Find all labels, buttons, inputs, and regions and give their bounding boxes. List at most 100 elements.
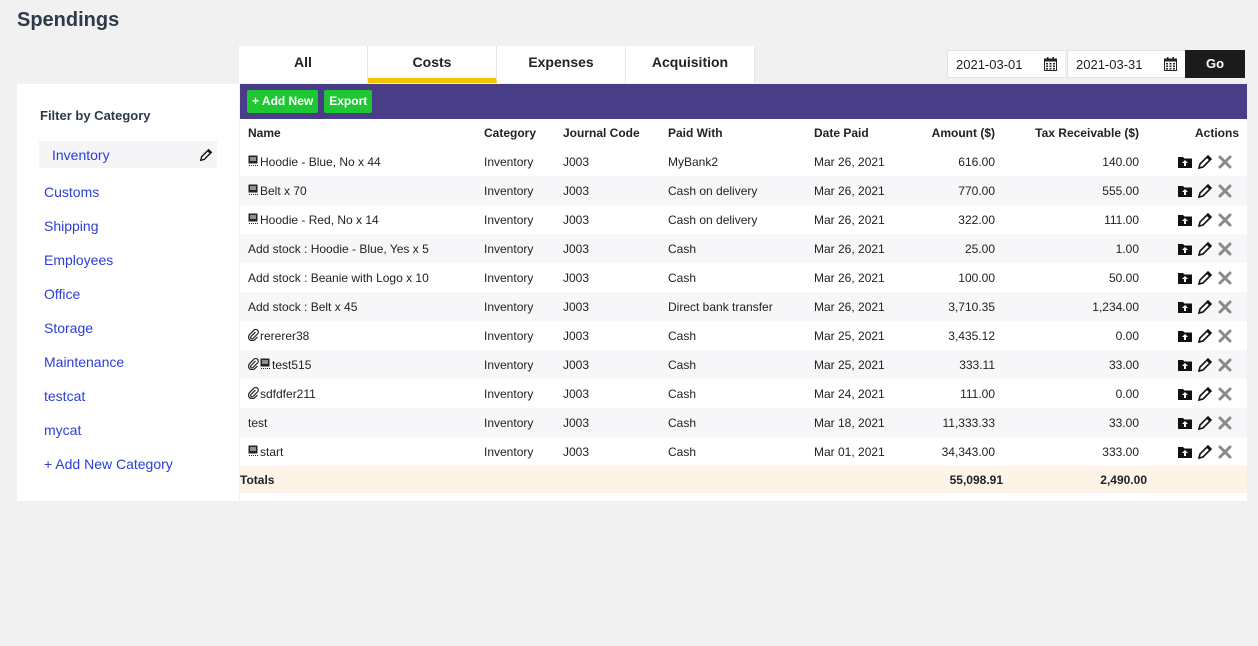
- close-icon[interactable]: [1217, 270, 1233, 286]
- cell-name[interactable]: rererer38: [240, 321, 476, 350]
- tab-expenses[interactable]: Expenses: [497, 46, 626, 83]
- category-item-inventory[interactable]: Inventory: [39, 141, 217, 168]
- tab-all[interactable]: All: [239, 46, 368, 83]
- folder-upload-icon[interactable]: [1177, 270, 1193, 286]
- close-icon[interactable]: [1217, 241, 1233, 257]
- paperclip-icon: [248, 386, 259, 399]
- pencil-icon[interactable]: [1197, 212, 1213, 228]
- table-row[interactable]: rererer38 Inventory J003 Cash Mar 25, 2021 3,…: [240, 321, 1247, 350]
- folder-upload-icon[interactable]: [1177, 241, 1193, 257]
- cell-journal: J003: [563, 328, 590, 343]
- table-row[interactable]: test Inventory J003 Cash Mar 18, 2021 11,333.…: [240, 408, 1247, 437]
- table-row[interactable]: start Inventory J003 Cash Mar 01, 2021 34,343…: [240, 437, 1247, 466]
- pencil-icon[interactable]: [1197, 328, 1213, 344]
- calendar-icon[interactable]: [1164, 57, 1177, 71]
- close-icon[interactable]: [1217, 444, 1233, 460]
- cell-name[interactable]: Add stock : Beanie with Logo x 10: [240, 263, 476, 292]
- category-item-storage[interactable]: Storage: [44, 320, 94, 336]
- calendar-icon[interactable]: [1044, 57, 1057, 71]
- close-icon[interactable]: [1217, 386, 1233, 402]
- folder-upload-icon[interactable]: [1177, 357, 1193, 373]
- close-icon[interactable]: [1217, 357, 1233, 373]
- col-amount[interactable]: Amount ($): [931, 126, 995, 140]
- pencil-icon[interactable]: [1197, 241, 1213, 257]
- table-row[interactable]: sdfdfer211 Inventory J003 Cash Mar 24, 2021 1…: [240, 379, 1247, 408]
- cell-name[interactable]: Add stock : Hoodie - Blue, Yes x 5: [240, 234, 476, 263]
- export-button[interactable]: Export: [324, 90, 373, 113]
- totals-empty: [806, 466, 902, 493]
- category-item-testcat[interactable]: testcat: [44, 388, 86, 404]
- folder-upload-icon[interactable]: [1177, 212, 1193, 228]
- tab-costs[interactable]: Costs: [368, 46, 497, 83]
- add-category-link[interactable]: + Add New Category: [44, 456, 173, 472]
- cell-name[interactable]: Belt x 70: [240, 176, 476, 205]
- cell-name[interactable]: test515: [240, 350, 476, 379]
- pencil-icon[interactable]: [1197, 183, 1213, 199]
- pencil-icon[interactable]: [1197, 270, 1213, 286]
- table-row[interactable]: Hoodie - Blue, No x 44 Inventory J003 MyBan…: [240, 147, 1247, 176]
- pencil-icon[interactable]: [1197, 415, 1213, 431]
- cell-name[interactable]: sdfdfer211: [240, 379, 476, 408]
- category-item-maintenance[interactable]: Maintenance: [44, 354, 125, 370]
- cell-name[interactable]: test: [240, 408, 476, 437]
- add-new-button[interactable]: + Add New: [247, 90, 319, 113]
- close-icon[interactable]: [1217, 183, 1233, 199]
- cell-category: Inventory: [484, 241, 534, 256]
- table-row[interactable]: Add stock : Belt x 45 Inventory J003 Direct…: [240, 292, 1247, 321]
- pencil-icon[interactable]: [1197, 154, 1213, 170]
- pencil-icon[interactable]: [1197, 444, 1213, 460]
- close-icon[interactable]: [1217, 328, 1233, 344]
- folder-upload-icon[interactable]: [1177, 444, 1193, 460]
- cell-name[interactable]: start: [240, 437, 476, 466]
- category-item-employees[interactable]: Employees: [44, 252, 114, 268]
- col-journal-code[interactable]: Journal Code: [563, 126, 640, 140]
- cell-paid-with: Cash: [668, 415, 697, 430]
- col-tax[interactable]: Tax Receivable ($): [1035, 126, 1139, 140]
- tab-acquisition[interactable]: Acquisition: [626, 46, 755, 83]
- category-item-shipping[interactable]: Shipping: [44, 218, 99, 234]
- close-icon[interactable]: [1217, 415, 1233, 431]
- cell-journal: J003: [563, 183, 590, 198]
- col-name[interactable]: Name: [248, 126, 281, 140]
- cell-date: Mar 18, 2021: [814, 415, 885, 430]
- cell-journal: J003: [563, 299, 590, 314]
- category-item-office[interactable]: Office: [44, 286, 81, 302]
- cell-amount: 25.00: [964, 241, 995, 256]
- cell-category: Inventory: [484, 357, 534, 372]
- pencil-icon[interactable]: [199, 148, 213, 162]
- folder-upload-icon[interactable]: [1177, 183, 1193, 199]
- pencil-icon[interactable]: [1197, 357, 1213, 373]
- table-row[interactable]: Belt x 70 Inventory J003 Cash on delivery Ma…: [240, 176, 1247, 205]
- pencil-icon[interactable]: [1197, 299, 1213, 315]
- pencil-icon[interactable]: [1197, 386, 1213, 402]
- cell-journal: J003: [563, 270, 590, 285]
- cell-name[interactable]: Hoodie - Blue, No x 44: [240, 147, 476, 176]
- cell-actions: [1147, 147, 1247, 176]
- date-from-input[interactable]: 2021-03-01: [947, 50, 1065, 78]
- close-icon[interactable]: [1217, 299, 1233, 315]
- folder-upload-icon[interactable]: [1177, 299, 1193, 315]
- close-icon[interactable]: [1217, 212, 1233, 228]
- col-category[interactable]: Category: [484, 126, 537, 140]
- category-item-mycat[interactable]: mycat: [44, 422, 82, 438]
- cell-actions: [1147, 176, 1247, 205]
- row-name: Add stock : Beanie with Logo x 10: [248, 270, 429, 285]
- cell-name[interactable]: Hoodie - Red, No x 14: [240, 205, 476, 234]
- cell-actions: [1147, 379, 1247, 408]
- table-row[interactable]: test515 Inventory J003 Cash Mar 25, 2021 333.…: [240, 350, 1247, 379]
- folder-upload-icon[interactable]: [1177, 415, 1193, 431]
- cell-name[interactable]: Add stock : Belt x 45: [240, 292, 476, 321]
- table-row[interactable]: Hoodie - Red, No x 14 Inventory J003 Cash o…: [240, 205, 1247, 234]
- close-icon[interactable]: [1217, 154, 1233, 170]
- cell-tax: 333.00: [1102, 444, 1139, 459]
- folder-upload-icon[interactable]: [1177, 386, 1193, 402]
- col-date-paid[interactable]: Date Paid: [814, 126, 869, 140]
- go-button[interactable]: Go: [1185, 50, 1245, 78]
- table-row[interactable]: Add stock : Beanie with Logo x 10 Invento…: [240, 263, 1247, 292]
- date-to-input[interactable]: 2021-03-31: [1067, 50, 1185, 78]
- table-row[interactable]: Add stock : Hoodie - Blue, Yes x 5 Invent…: [240, 234, 1247, 263]
- folder-upload-icon[interactable]: [1177, 328, 1193, 344]
- folder-upload-icon[interactable]: [1177, 154, 1193, 170]
- col-paid-with[interactable]: Paid With: [668, 126, 723, 140]
- category-item-customs[interactable]: Customs: [44, 184, 100, 200]
